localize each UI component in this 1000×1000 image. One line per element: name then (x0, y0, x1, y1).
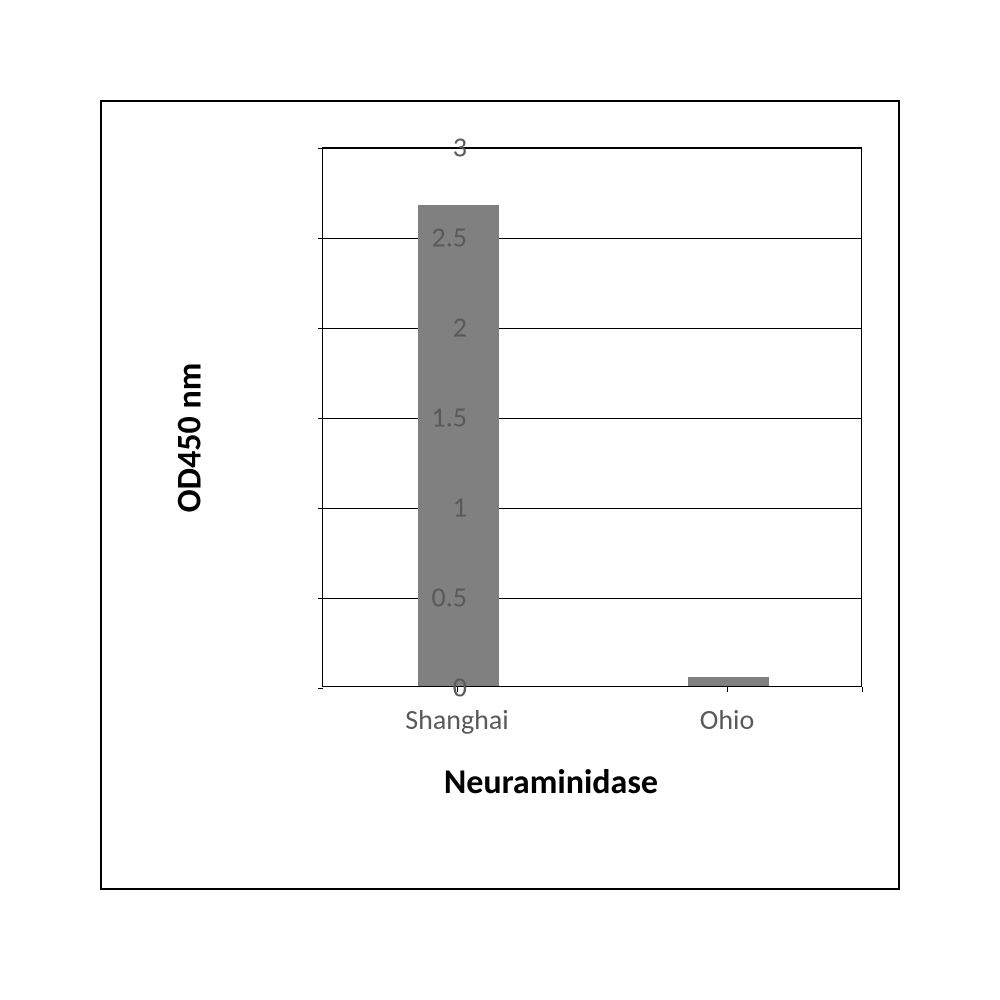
gridline (323, 508, 861, 509)
y-tick-mark (318, 238, 323, 239)
plot-area (322, 147, 862, 687)
y-tick-mark (318, 598, 323, 599)
y-axis-title: OD450 nm (170, 363, 211, 513)
y-tick-mark (318, 508, 323, 509)
x-tick-mark (727, 687, 728, 692)
x-tick-mark (457, 687, 458, 692)
y-tick-label: 2 (407, 310, 467, 345)
gridline (323, 148, 861, 149)
bar (688, 677, 769, 686)
x-tick-label: Shanghai (405, 702, 508, 737)
y-tick-label: 0 (407, 670, 467, 705)
y-tick-label: 2.5 (407, 220, 467, 255)
y-tick-label: 3 (407, 130, 467, 165)
y-tick-mark (318, 148, 323, 149)
gridline (323, 238, 861, 239)
chart-frame: OD450 nm Neuraminidase 0 0.5 1 1.5 2 2.5 3 Shan… (100, 100, 900, 890)
y-tick-label: 0.5 (407, 580, 467, 615)
gridline (323, 598, 861, 599)
y-tick-mark (318, 328, 323, 329)
y-tick-label: 1 (407, 490, 467, 525)
x-axis-title: Neuraminidase (444, 762, 658, 803)
gridline (323, 328, 861, 329)
x-tick-mark (862, 687, 863, 692)
y-tick-mark (318, 418, 323, 419)
x-tick-label: Ohio (700, 702, 754, 737)
chart-container: OD450 nm Neuraminidase 00.511.522.53Shan… (182, 127, 877, 867)
y-tick-mark (318, 688, 323, 689)
gridline (323, 418, 861, 419)
y-tick-label: 1.5 (407, 400, 467, 435)
